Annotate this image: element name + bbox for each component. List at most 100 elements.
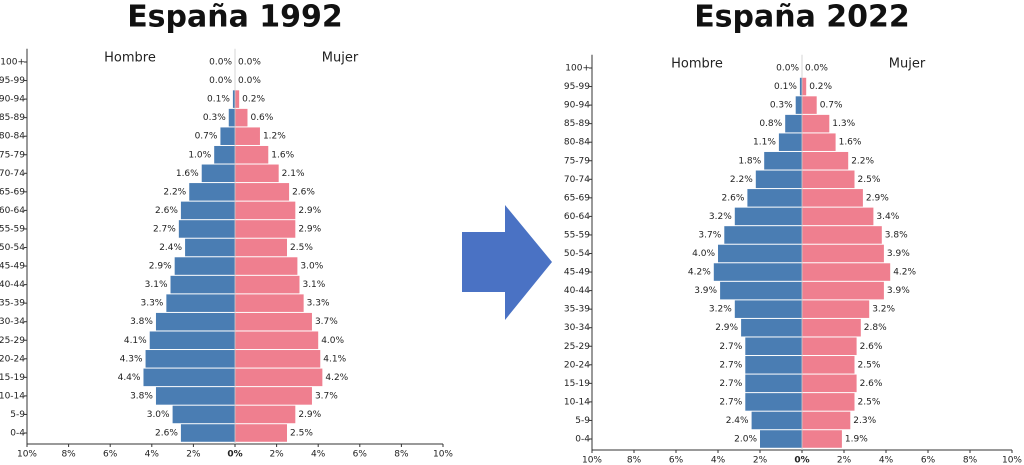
value-label: 3.7% [698, 230, 721, 240]
bar [734, 300, 802, 318]
y-tick-label: 5-9 [575, 416, 590, 426]
bar [755, 170, 802, 189]
y-tick-label: 0-4 [10, 429, 25, 439]
value-label: 3.1% [145, 280, 168, 290]
bar [235, 90, 240, 108]
value-label: 1.6% [839, 138, 862, 148]
x-tick-label: 8% [61, 450, 76, 460]
x-tick-label: 4% [145, 450, 160, 460]
y-tick-label: 15-19 [564, 379, 590, 389]
value-label: 3.9% [887, 249, 910, 259]
bar [802, 374, 857, 393]
series-name: Hombre [671, 57, 723, 72]
value-label: 2.4% [159, 243, 182, 253]
bar [235, 368, 323, 387]
bar [724, 226, 802, 244]
value-label: 3.2% [709, 212, 732, 222]
value-label: 2.2% [851, 156, 874, 166]
value-label: 1.2% [263, 132, 286, 142]
x-tick-label: 10% [433, 450, 453, 460]
value-label: 2.7% [719, 360, 742, 370]
value-label: 2.7% [719, 342, 742, 352]
x-tick-label: 8% [394, 450, 409, 460]
y-tick-label: 90-94 [0, 95, 25, 105]
value-label: 4.0% [321, 336, 344, 346]
value-label: 0.1% [774, 82, 797, 92]
value-label: 0.7% [820, 101, 843, 111]
value-label: 0.0% [238, 76, 261, 86]
bar [235, 108, 248, 127]
y-tick-label: 15-19 [0, 373, 25, 383]
value-label: 2.2% [730, 175, 753, 185]
y-tick-label: 50-54 [564, 249, 590, 259]
value-label: 4.2% [688, 268, 711, 278]
bar [802, 226, 882, 244]
value-label: 0.7% [195, 132, 218, 142]
bar [235, 424, 287, 442]
bar [764, 151, 802, 170]
arrow [462, 205, 552, 320]
value-label: 4.0% [692, 249, 715, 259]
x-tick-label: 4% [311, 450, 326, 460]
bar [745, 356, 802, 374]
value-label: 3.8% [130, 317, 153, 327]
bar [802, 430, 842, 448]
value-label: 2.9% [298, 224, 321, 234]
value-label: 2.2% [163, 187, 186, 197]
bar [720, 281, 802, 300]
value-label: 3.8% [885, 230, 908, 240]
x-tick-label: 6% [353, 450, 368, 460]
x-tick-label: 2% [753, 456, 768, 465]
bar [802, 281, 884, 300]
value-label: 2.5% [290, 429, 313, 439]
bar [166, 294, 235, 312]
y-tick-label: 25-29 [564, 342, 590, 352]
bar [235, 220, 296, 238]
y-tick-label: 10-14 [564, 397, 590, 407]
y-tick-label: 65-69 [564, 193, 590, 203]
y-tick-label: 95-99 [0, 76, 25, 86]
bar [745, 393, 802, 411]
value-label: 0.3% [203, 113, 226, 123]
bar [802, 189, 863, 207]
bar [143, 368, 235, 387]
value-label: 1.3% [832, 119, 855, 129]
y-tick-label: 55-59 [564, 230, 590, 240]
value-label: 0.2% [809, 82, 832, 92]
value-label: 3.1% [302, 280, 325, 290]
y-tick-label: 0-4 [575, 435, 590, 445]
bar [802, 96, 817, 114]
value-label: 2.5% [858, 175, 881, 185]
y-tick-label: 85-89 [564, 119, 590, 129]
bar [235, 238, 287, 257]
value-label: 3.7% [315, 317, 338, 327]
value-label: 2.9% [866, 193, 889, 203]
y-tick-label: 75-79 [564, 156, 590, 166]
bar [235, 294, 304, 312]
bar [745, 374, 802, 393]
bar [713, 263, 802, 281]
bar [201, 164, 235, 183]
value-label: 2.6% [292, 187, 315, 197]
y-tick-label: 35-39 [0, 299, 25, 309]
value-label: 4.1% [124, 336, 147, 346]
bar [802, 356, 855, 374]
y-tick-label: 35-39 [564, 305, 590, 315]
value-label: 3.2% [709, 305, 732, 315]
value-label: 0.1% [207, 95, 230, 105]
bar [745, 337, 802, 356]
value-label: 0.0% [209, 58, 232, 68]
x-tick-label: 8% [627, 456, 642, 465]
y-tick-label: 70-74 [0, 169, 25, 179]
value-label: 3.9% [887, 286, 910, 296]
x-tick-label: 4% [711, 456, 726, 465]
y-tick-label: 10-14 [0, 391, 25, 401]
bar [155, 312, 235, 331]
y-tick-label: 65-69 [0, 187, 25, 197]
x-tick-label: 6% [921, 456, 936, 465]
bar [802, 337, 857, 356]
value-label: 2.7% [719, 397, 742, 407]
bar [170, 275, 235, 294]
y-tick-label: 55-59 [0, 224, 25, 234]
bar [718, 244, 802, 263]
